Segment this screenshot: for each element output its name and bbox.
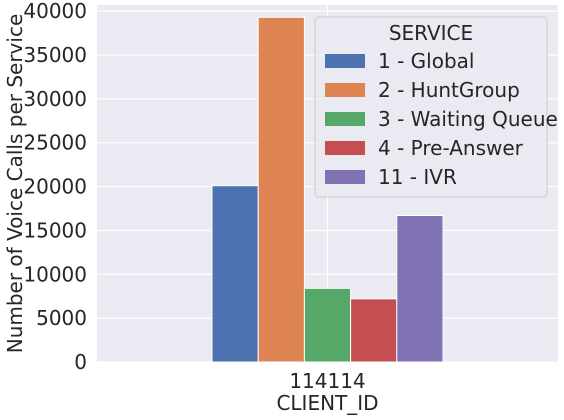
legend-swatch	[325, 54, 365, 68]
x-axis-label: CLIENT_ID	[276, 391, 378, 415]
x-tick-label: 114114	[289, 369, 365, 393]
y-tick-label: 15000	[23, 218, 87, 242]
y-tick-label: 30000	[23, 87, 87, 111]
bar-1-global	[211, 185, 259, 363]
y-tick-label: 35000	[23, 43, 87, 67]
legend-label: 1 - Global	[378, 49, 474, 73]
y-tick-label: 5000	[36, 306, 87, 330]
bar-4-pre-answer	[350, 298, 398, 363]
legend-swatch	[325, 170, 365, 184]
x-axis-ticks: 114114	[289, 369, 365, 393]
bars	[211, 16, 444, 363]
y-tick-label: 0	[74, 350, 87, 374]
legend-title: SERVICE	[389, 21, 473, 45]
bar-3-waiting-queue	[303, 287, 352, 363]
legend-items: 1 - Global 2 - HuntGroup 3 - Waiting Queue…	[325, 49, 558, 189]
legend: SERVICE 1 - Global 2 - HuntGroup 3 - Waiti…	[314, 16, 558, 198]
legend-swatch	[325, 83, 365, 97]
legend-swatch	[325, 112, 365, 126]
bar-2-huntgroup	[257, 16, 305, 363]
y-axis-label: Number of Voice Calls per Service	[3, 14, 27, 354]
y-tick-label: 10000	[23, 262, 87, 286]
legend-label: 4 - Pre-Answer	[378, 136, 524, 160]
legend-label: 11 - IVR	[378, 165, 457, 189]
bar-11-ivr	[396, 215, 444, 363]
legend-swatch	[325, 141, 365, 155]
legend-label: 3 - Waiting Queue	[378, 107, 558, 131]
legend-box	[314, 16, 548, 198]
y-tick-label: 40000	[23, 0, 87, 23]
y-axis-ticks: 0 5000 10000 15000 20000 25000 30000 35000 40000	[23, 0, 87, 374]
y-tick-label: 20000	[23, 175, 87, 199]
legend-label: 2 - HuntGroup	[378, 78, 520, 102]
y-tick-label: 25000	[23, 131, 87, 155]
